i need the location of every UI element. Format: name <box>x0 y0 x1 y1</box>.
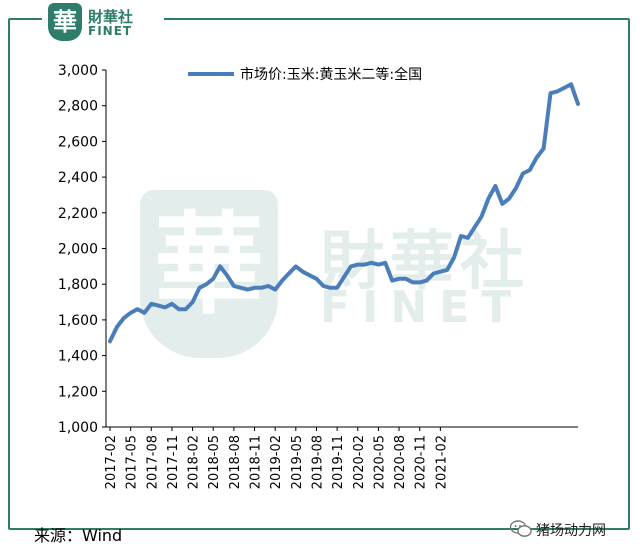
y-tick-label: 2,400 <box>58 170 98 186</box>
series-line-corn-price <box>108 82 580 344</box>
y-tick-label: 1,400 <box>58 349 98 365</box>
brand-account-name: 猪场动力网 <box>536 523 606 539</box>
watermark-seal: 華 <box>140 190 278 358</box>
chart-legend: 市场价:玉米:黄玉米二等:全国 <box>188 66 422 83</box>
x-tick-label: 2018-05 <box>207 435 222 489</box>
logo-mark: 華 <box>48 3 82 41</box>
x-tick-label: 2018-02 <box>187 435 202 489</box>
x-tick-label: 2020-05 <box>372 435 387 489</box>
finet-logo: 華 財華社 FINET <box>42 2 164 42</box>
x-tick-label: 2021-02 <box>434 435 449 489</box>
chart-frame <box>8 18 630 530</box>
watermark-name-cn: 財華社 <box>320 225 530 299</box>
y-axis-ticks: 1,000 1,200 1,400 1,600 1,800 2,000 2,200 2,400… <box>58 63 106 436</box>
wechat-icon <box>510 520 532 537</box>
y-tick-label: 2,200 <box>58 206 98 222</box>
y-tick-label: 3,000 <box>58 63 98 79</box>
y-tick-label: 2,800 <box>58 99 98 115</box>
logo-name-cn: 財華社 <box>88 8 134 26</box>
x-tick-label: 2020-02 <box>352 435 367 489</box>
x-tick-label: 2018-08 <box>228 435 243 489</box>
y-tick-label: 1,800 <box>58 277 98 293</box>
x-tick-label: 2020-11 <box>414 435 429 489</box>
legend-label: 市场价:玉米:黄玉米二等:全国 <box>240 66 422 83</box>
x-tick-label: 2019-05 <box>290 435 305 489</box>
y-tick-label: 2,000 <box>58 242 98 258</box>
y-tick-label: 1,600 <box>58 313 98 329</box>
watermark-name-en: FINET <box>320 282 524 333</box>
x-tick-label: 2018-11 <box>249 435 264 489</box>
x-tick-label: 2019-11 <box>331 435 346 489</box>
chart-series <box>108 82 580 344</box>
x-tick-label: 2017-05 <box>125 435 140 489</box>
y-tick-label: 1,000 <box>58 420 98 436</box>
y-tick-label: 1,200 <box>58 384 98 400</box>
chart-axes <box>105 70 578 428</box>
x-tick-label: 2020-08 <box>393 435 408 489</box>
x-tick-label: 2017-02 <box>104 435 119 489</box>
y-tick-label: 2,600 <box>58 134 98 150</box>
x-tick-label: 2019-02 <box>269 435 284 489</box>
logo-name-en: FINET <box>88 24 133 38</box>
source-label: 来源：Wind <box>34 526 123 545</box>
x-tick-label: 2019-08 <box>310 435 325 489</box>
x-axis-ticks: 2017-02 2017-05 2017-08 2017-11 2018-02 2018-… <box>104 427 449 489</box>
brand-account: 猪场动力网 <box>510 520 606 540</box>
x-tick-label: 2017-08 <box>145 435 160 489</box>
x-tick-label: 2017-11 <box>166 435 181 489</box>
